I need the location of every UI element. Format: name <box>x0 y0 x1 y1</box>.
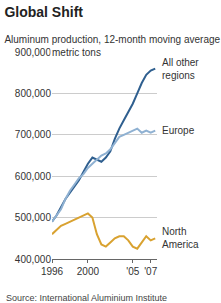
svg-text:500,000: 500,000 <box>15 212 52 223</box>
svg-text:Source: International Aluminiu: Source: International Aluminium Institut… <box>6 293 167 303</box>
svg-text:400,000: 400,000 <box>15 254 52 265</box>
svg-text:All otherregions: All otherregions <box>162 57 199 81</box>
svg-text:600,000: 600,000 <box>15 171 52 182</box>
svg-text:Europe: Europe <box>162 125 195 136</box>
svg-text:metric tons: metric tons <box>52 47 101 58</box>
svg-text:700,000: 700,000 <box>15 129 52 140</box>
svg-text:Global Shift: Global Shift <box>4 4 83 20</box>
svg-text:900,000: 900,000 <box>15 47 52 58</box>
svg-text:Aluminum production, 12-month: Aluminum production, 12-month moving ave… <box>4 34 220 45</box>
svg-text:NorthAmerica: NorthAmerica <box>162 226 199 250</box>
svg-text:800,000: 800,000 <box>15 88 52 99</box>
svg-text:'07: '07 <box>144 266 157 277</box>
svg-text:1996: 1996 <box>41 266 64 277</box>
svg-text:'05: '05 <box>126 266 139 277</box>
svg-text:2000: 2000 <box>77 266 100 277</box>
